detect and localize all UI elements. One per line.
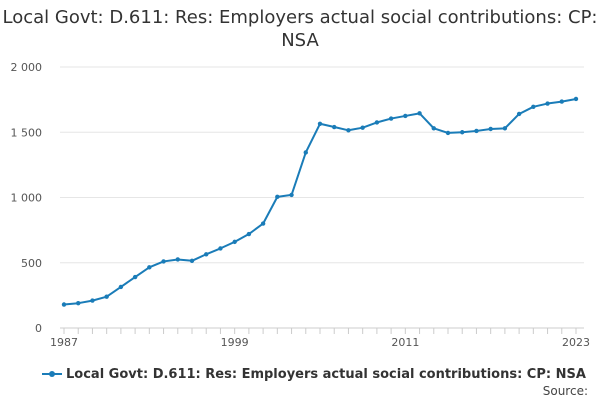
x-tick-label: 1987 [50,336,78,349]
data-point[interactable] [445,130,451,136]
chart-title: Local Govt: D.611: Res: Employers actual… [2,7,598,51]
data-point[interactable] [61,302,67,307]
data-point[interactable] [204,252,209,257]
data-point[interactable] [502,126,508,131]
data-point[interactable] [545,101,550,106]
x-tick-label: 1999 [221,336,249,349]
legend-label: Local Govt: D.611: Res: Employers actual… [66,366,586,382]
data-point[interactable] [175,257,180,262]
data-point[interactable] [275,194,280,200]
data-point[interactable] [403,113,408,119]
data-point[interactable] [218,246,223,251]
data-point[interactable] [559,99,564,104]
data-point[interactable] [573,96,579,102]
data-point[interactable] [189,258,195,263]
x-tick-label: 2011 [391,336,419,349]
data-point[interactable] [246,231,252,237]
data-point[interactable] [90,298,95,303]
data-point[interactable] [132,274,138,280]
y-tick-label: 500 [21,257,42,270]
y-tick-label: 1 500 [11,126,43,139]
source-label: Source: [542,384,588,398]
data-point[interactable] [516,111,522,117]
series-line[interactable] [63,97,577,306]
data-point[interactable] [460,130,465,135]
y-tick-label: 1 000 [11,192,43,205]
data-point[interactable] [161,259,166,264]
data-point[interactable] [260,221,266,226]
data-point[interactable] [289,192,294,198]
data-point[interactable] [104,294,109,299]
data-point[interactable] [303,150,308,155]
data-point[interactable] [417,111,422,116]
legend-swatch [42,367,62,381]
data-point[interactable] [360,125,365,130]
x-tick-label: 2023 [562,336,590,349]
data-point[interactable] [346,128,351,133]
data-point[interactable] [317,121,323,126]
data-point[interactable] [531,104,536,110]
data-point[interactable] [332,124,337,130]
data-point[interactable] [474,128,479,134]
data-point[interactable] [488,126,493,132]
data-point[interactable] [431,126,436,131]
legend[interactable]: Local Govt: D.611: Res: Employers actual… [42,365,586,383]
data-point[interactable] [232,239,237,245]
y-tick-label: 0 [35,322,42,335]
data-point[interactable] [147,265,152,270]
data-point[interactable] [388,116,394,121]
data-point[interactable] [118,284,124,290]
data-point[interactable] [374,120,380,125]
y-tick-label: 2 000 [11,61,43,74]
data-point[interactable] [76,301,81,306]
